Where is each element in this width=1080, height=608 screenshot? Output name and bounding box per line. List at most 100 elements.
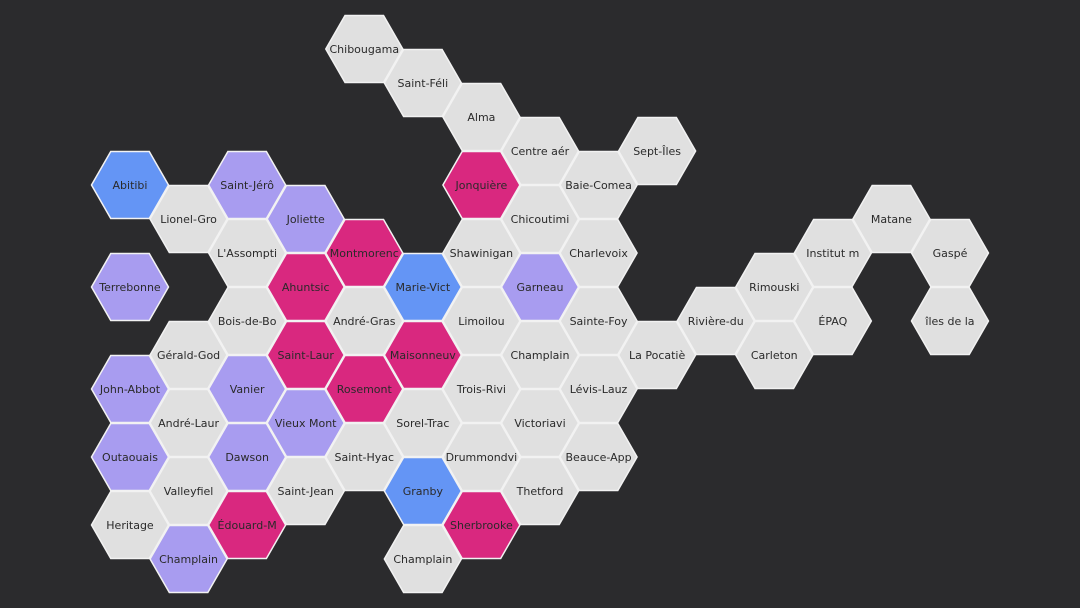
- hex-label: André-Laur: [158, 417, 219, 430]
- hex: [442, 218, 521, 288]
- hex-label: Saint-Féli: [398, 77, 449, 90]
- hex: [207, 286, 287, 356]
- hex-cell: Saint-Hyac: [324, 422, 404, 492]
- hex-label: Marie-Vict: [396, 281, 451, 294]
- hex-cell: Centre aér: [500, 116, 580, 186]
- hex-label: Abitibi: [113, 179, 148, 192]
- hex-cell: Shawinigan: [442, 218, 521, 288]
- hex: [500, 456, 580, 526]
- hex-label: Thetford: [516, 485, 564, 498]
- hex-cell: Terrebonne: [90, 252, 170, 322]
- hex-label: Matane: [871, 213, 912, 226]
- hex-cell: Gaspé: [910, 218, 990, 288]
- hex-cell: Édouard-M: [207, 490, 287, 560]
- hex-label: Gérald-God: [157, 349, 220, 362]
- hex-label: Baie-Comea: [565, 179, 632, 192]
- hex-label: Rivière-du: [688, 315, 744, 328]
- hex-label: Saint-Laur: [278, 349, 335, 362]
- hex-label: Montmorenc: [330, 247, 399, 260]
- hex-cell: L'Assompti: [207, 218, 287, 288]
- hex-cell: Institut m: [793, 218, 873, 288]
- hex-cell: André-Laur: [149, 388, 228, 458]
- hex: [500, 116, 580, 186]
- hex-cell: Garneau: [500, 252, 580, 322]
- hex-cell: Saint-Jérô: [207, 150, 287, 220]
- hex: [324, 422, 404, 492]
- hex-label: Valleyfiel: [164, 485, 214, 498]
- hex-label: Champlain: [159, 553, 218, 566]
- hex: [559, 286, 638, 356]
- hex: [324, 218, 404, 288]
- hex-cell: André-Gras: [324, 286, 404, 356]
- hex: [324, 286, 404, 356]
- hex-cell: Outaouais: [90, 422, 170, 492]
- hex: [149, 388, 228, 458]
- hex-cell: Dawson: [207, 422, 287, 492]
- hex-cell: Maisonneuv: [383, 320, 463, 390]
- hex: [90, 422, 170, 492]
- hex-cell: Vanier: [207, 354, 287, 424]
- hex: [324, 354, 404, 424]
- hex: [676, 286, 756, 356]
- hex-label: Shawinigan: [450, 247, 513, 260]
- hex: [734, 320, 814, 390]
- hex-label: André-Gras: [333, 315, 396, 328]
- hex-label: Lionel-Gro: [160, 213, 217, 226]
- hex-label: Limoilou: [458, 315, 504, 328]
- hex-cell: La Pocatiè: [617, 320, 697, 390]
- hex-label: Charlevoix: [569, 247, 628, 260]
- hex-cell: Abitibi: [90, 150, 170, 220]
- hex: [383, 456, 463, 526]
- hex-cell: Lionel-Gro: [149, 184, 228, 254]
- hex: [500, 320, 580, 390]
- hex: [910, 218, 990, 288]
- hex: [559, 150, 638, 220]
- hex-cell: Trois-Rivi: [442, 354, 521, 424]
- hex-label: La Pocatiè: [629, 349, 685, 362]
- hex: [500, 184, 580, 254]
- hex: [559, 354, 638, 424]
- hex: [207, 422, 287, 492]
- hex-label: Beauce-App: [566, 451, 632, 464]
- hex: [207, 150, 287, 220]
- hex: [383, 388, 463, 458]
- hex: [910, 286, 990, 356]
- hex-label: Rosemont: [337, 383, 393, 396]
- hex: [383, 48, 463, 118]
- hex-label: Rimouski: [749, 281, 799, 294]
- hex-label: ÉPAQ: [818, 315, 847, 328]
- hex-label: Dawson: [225, 451, 269, 464]
- hex: [442, 354, 521, 424]
- hex-cell: Vieux Mont: [266, 388, 346, 458]
- hex-cell: John-Abbot: [90, 354, 170, 424]
- hex-cell: Ahuntsic: [266, 252, 346, 322]
- hex-cell: Saint-Jean: [266, 456, 346, 526]
- hex: [90, 354, 170, 424]
- hex-label: Saint-Jean: [278, 485, 334, 498]
- hex-label: Joliette: [286, 213, 325, 226]
- hex: [266, 252, 346, 322]
- hex-label: Vieux Mont: [275, 417, 337, 430]
- hex: [90, 490, 170, 560]
- hex-cell: Champlain: [149, 524, 228, 594]
- hex-cell: Sherbrooke: [442, 490, 521, 560]
- hex-label: Saint-Jérô: [220, 179, 274, 192]
- hex: [266, 388, 346, 458]
- hex-label: Heritage: [106, 519, 154, 532]
- hex-label: Jonquière: [455, 179, 508, 192]
- hex-label: John-Abbot: [99, 383, 161, 396]
- hex: [90, 150, 170, 220]
- hex-label: Maisonneuv: [390, 349, 456, 362]
- hex: [383, 320, 463, 390]
- hex-label: Victoriavi: [514, 417, 565, 430]
- hex: [149, 456, 228, 526]
- hex-label: Carleton: [751, 349, 798, 362]
- hex-cell: Thetford: [500, 456, 580, 526]
- hex-cell: Rimouski: [734, 252, 814, 322]
- hex-cell: Charlevoix: [559, 218, 638, 288]
- hex-label: Alma: [467, 111, 495, 124]
- hex-label: Drummondvi: [446, 451, 518, 464]
- hex-label: Sorel-Trac: [396, 417, 449, 430]
- hex: [266, 184, 346, 254]
